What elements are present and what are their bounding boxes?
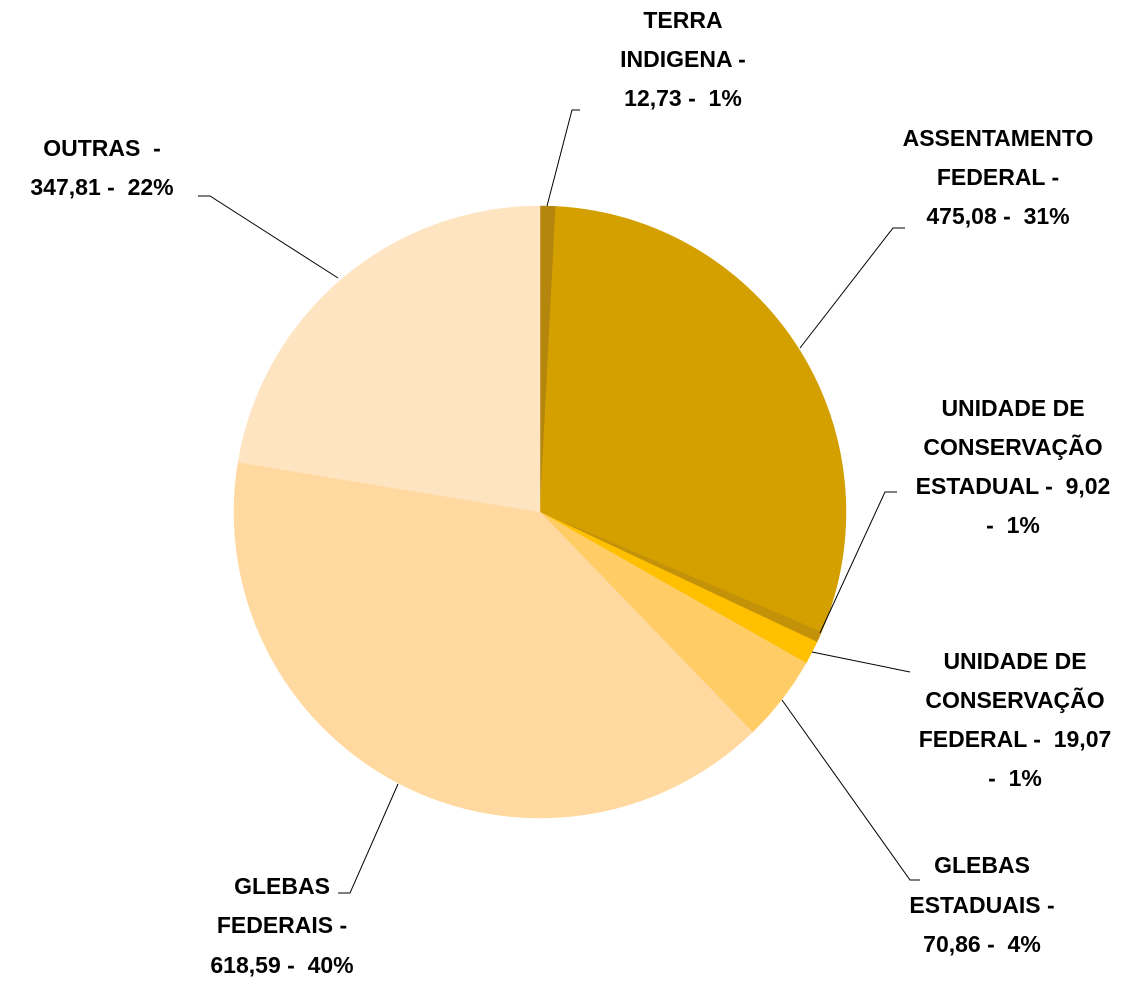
slice-label: - 1%	[988, 765, 1042, 791]
leader-line	[819, 491, 897, 634]
slice-label: ESTADUAIS -	[909, 892, 1054, 918]
leader-line	[781, 699, 920, 881]
slice-label: CONSERVAÇÃO	[923, 433, 1102, 460]
slice-label: GLEBAS	[934, 852, 1030, 878]
slice-label: 12,73 - 1%	[624, 85, 742, 111]
leader-line	[799, 227, 905, 349]
slice-label: CONSERVAÇÃO	[925, 686, 1104, 713]
slice-label: UNIDADE DE	[943, 648, 1086, 674]
slice-label: ASSENTAMENTO	[903, 125, 1094, 151]
slice-label: - 1%	[986, 512, 1040, 538]
slice-label: FEDERAL - 19,07	[919, 726, 1112, 752]
leader-line	[198, 195, 339, 279]
pie-slice	[539, 206, 847, 633]
slice-label: INDIGENA -	[620, 46, 746, 72]
leader-line	[338, 783, 399, 894]
slice-label: FEDERAL -	[937, 164, 1059, 190]
slice-label: 70,86 - 4%	[923, 931, 1041, 957]
slice-label: GLEBAS	[234, 873, 330, 899]
slice-label: FEDERAIS -	[217, 912, 347, 938]
leader-line	[546, 109, 580, 207]
slice-label: TERRA	[643, 7, 722, 33]
pie-slice	[233, 461, 753, 819]
slice-label: UNIDADE DE	[941, 395, 1084, 421]
slice-label: ESTADUAL - 9,02	[916, 473, 1111, 499]
pie-slice	[237, 205, 541, 513]
slice-label: 618,59 - 40%	[210, 952, 353, 978]
slice-label: 475,08 - 31%	[926, 203, 1069, 229]
slice-label: 347,81 - 22%	[30, 174, 173, 200]
leader-line	[811, 651, 911, 673]
slice-label: OUTRAS -	[43, 135, 161, 161]
